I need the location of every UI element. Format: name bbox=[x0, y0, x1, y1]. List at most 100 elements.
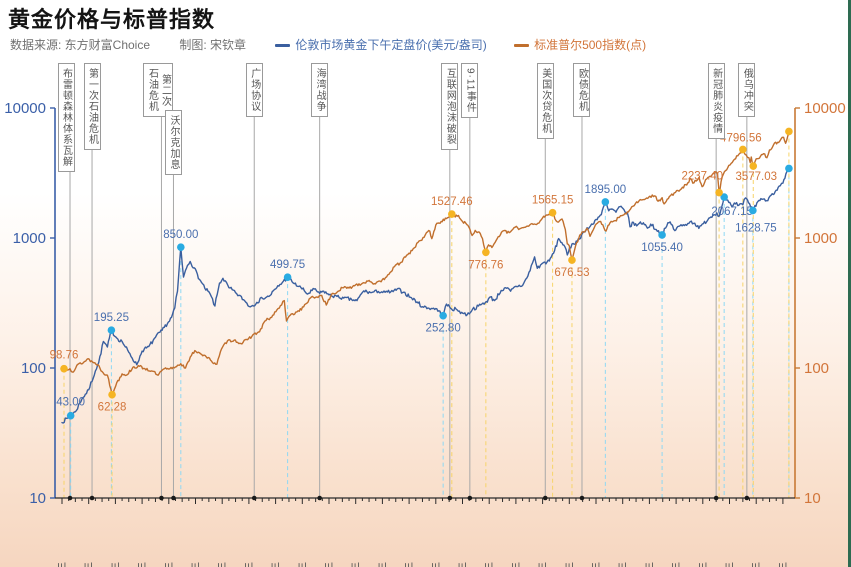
x-axis-year-label: 1997年 bbox=[403, 562, 417, 567]
x-axis-year-label: 1975年 bbox=[109, 562, 123, 567]
x-axis-year-label: 1985年 bbox=[243, 562, 257, 567]
gold-marker-label: 2067.15 bbox=[711, 206, 753, 218]
left-axis-tick-label: 100 bbox=[21, 360, 46, 377]
x-axis-year-label: 2021年 bbox=[724, 562, 738, 567]
event-axis-dot-first-oil-crisis bbox=[89, 495, 95, 501]
gold-marker-label: 850.00 bbox=[163, 229, 198, 241]
event-axis-dot-bretton-woods-collapse bbox=[67, 495, 73, 501]
right-axis-tick-label: 10000 bbox=[804, 100, 846, 117]
sp500-marker-label: 676.53 bbox=[554, 267, 589, 279]
x-axis-year-label: 2017年 bbox=[670, 562, 684, 567]
x-axis-year-label: 2011年 bbox=[590, 562, 604, 567]
left-axis-tick-label: 10 bbox=[29, 490, 46, 507]
sp500-marker-label: 4796.56 bbox=[720, 132, 762, 144]
x-axis-year-label: 2007年 bbox=[537, 562, 551, 567]
sp500-index-line bbox=[61, 130, 790, 396]
gold-marker-dot bbox=[785, 164, 793, 173]
legend-gold-label: 伦敦市场黄金下午定盘价(美元/盎司) bbox=[295, 38, 487, 52]
gold-marker-label: 1895.00 bbox=[585, 184, 627, 196]
sp500-marker-dot bbox=[108, 390, 116, 399]
right-axis-tick-label: 100 bbox=[804, 360, 829, 377]
event-axis-dot-second-oil-crisis bbox=[159, 495, 164, 501]
gold-marker-dot bbox=[439, 311, 447, 320]
sp500-marker-label: 62.28 bbox=[98, 402, 127, 414]
event-axis-dot-plaza-accord bbox=[251, 495, 257, 501]
gold-price-line bbox=[61, 167, 790, 424]
left-axis-tick-label: 10000 bbox=[4, 100, 46, 117]
sp500-marker-dot bbox=[60, 364, 68, 373]
markers-layer: 43.00 195.25 850.00 499.75 252.80 1895.00 1055… bbox=[50, 127, 793, 420]
gold-marker-label: 499.75 bbox=[270, 259, 305, 271]
x-axis-year-label: 1993年 bbox=[350, 562, 364, 567]
legend-sp500: 标准普尔500指数(点) bbox=[514, 38, 646, 52]
sp500-marker-dot bbox=[715, 188, 723, 197]
gold-marker-dot bbox=[66, 411, 75, 420]
event-axis-dot-covid-19-pandemic bbox=[713, 495, 719, 501]
page-title: 黄金价格与标普指数 bbox=[8, 7, 216, 32]
right-axis-tick-label: 1000 bbox=[804, 230, 837, 247]
legend-gold: 伦敦市场黄金下午定盘价(美元/盎司) bbox=[275, 38, 490, 52]
x-axis-year-label: 1973年 bbox=[83, 562, 97, 567]
gold-marker-dot bbox=[283, 273, 292, 281]
gold-marker-label: 1055.40 bbox=[641, 242, 683, 254]
sp500-marker-dot bbox=[568, 256, 576, 264]
sp500-marker-label: 1527.46 bbox=[431, 196, 473, 208]
x-axis-year-label: 2005年 bbox=[510, 562, 524, 567]
right-axis-tick-label: 10 bbox=[804, 490, 821, 507]
gold-marker-label: 43.00 bbox=[56, 397, 85, 409]
gold-marker-dot bbox=[107, 326, 116, 335]
data-source-label: 数据来源: 东方财富Choice bbox=[10, 38, 151, 52]
x-axis-year-label: 2023年 bbox=[750, 562, 764, 567]
sp500-marker-label: 1565.15 bbox=[532, 195, 574, 207]
gold-marker-dot bbox=[658, 231, 666, 239]
sp500-marker-dot bbox=[448, 210, 456, 218]
x-axis-year-label: 1987年 bbox=[270, 562, 284, 567]
gold-marker-label: 195.25 bbox=[94, 312, 129, 324]
sp500-marker-label: 776.76 bbox=[468, 259, 503, 271]
x-axis-year-label: 1981年 bbox=[190, 562, 204, 567]
x-axis-year-label: 2013年 bbox=[617, 562, 631, 567]
gold-marker-dot bbox=[720, 193, 728, 201]
axes-layer: 10 100 1000 10000 10 100 1000 10000 1971年 1973年 19… bbox=[4, 100, 845, 567]
event-axis-dot-euro-debt-crisis bbox=[579, 495, 585, 501]
event-lines-layer bbox=[69, 71, 748, 498]
x-axis-year-label: 1999年 bbox=[430, 562, 444, 567]
marker-droplines-layer bbox=[63, 131, 790, 498]
left-axis-tick-label: 1000 bbox=[13, 230, 46, 247]
x-axis-year-label: 1983年 bbox=[216, 562, 230, 567]
x-axis-year-label: 1971年 bbox=[56, 562, 70, 567]
x-axis-year-label: 2009年 bbox=[563, 562, 577, 567]
credit-label: 制图: 宋钦章 bbox=[179, 38, 247, 52]
x-axis-year-label: 1989年 bbox=[296, 562, 310, 567]
x-axis-year-label: 2001年 bbox=[457, 562, 471, 567]
event-dots-layer bbox=[67, 495, 750, 501]
sp500-marker-dot bbox=[482, 248, 490, 257]
x-axis-year-label: 1979年 bbox=[163, 562, 177, 567]
gold-marker-label: 1628.75 bbox=[735, 222, 777, 234]
gold-marker-dot bbox=[601, 198, 610, 206]
event-axis-dot-dotcom-bubble-burst bbox=[447, 495, 453, 501]
sp500-marker-dot bbox=[739, 145, 747, 154]
sp500-marker-label: 3577.03 bbox=[735, 171, 777, 183]
gold-marker-dot bbox=[749, 206, 757, 215]
event-axis-dot-gulf-war bbox=[317, 495, 322, 501]
x-axis-year-label: 1995年 bbox=[376, 562, 390, 567]
sp500-marker-dot bbox=[749, 162, 758, 170]
event-axis-dot-us-subprime-crisis bbox=[542, 495, 548, 501]
x-axis-year-label: 1991年 bbox=[323, 562, 337, 567]
sp500-marker-dot bbox=[548, 208, 557, 217]
gold-marker-dot bbox=[177, 243, 185, 251]
x-axis-year-label: 2025年 bbox=[777, 562, 791, 567]
subtitle-row: 数据来源: 东方财富Choice 制图: 宋钦章 伦敦市场黄金下午定盘价(美元/… bbox=[10, 36, 670, 53]
gold-line-swatch bbox=[275, 44, 291, 47]
series-layer bbox=[61, 130, 790, 424]
x-axis-year-label: 2003年 bbox=[483, 562, 497, 567]
sp500-marker-label: 98.76 bbox=[50, 350, 79, 362]
right-edge-strip bbox=[848, 0, 851, 567]
x-axis-year-label: 2015年 bbox=[643, 562, 657, 567]
gold-marker-label: 252.80 bbox=[426, 323, 461, 335]
x-axis-year-label: 1977年 bbox=[136, 562, 150, 567]
sp500-line-swatch bbox=[514, 44, 530, 47]
event-axis-dot-september-11 bbox=[467, 495, 473, 501]
